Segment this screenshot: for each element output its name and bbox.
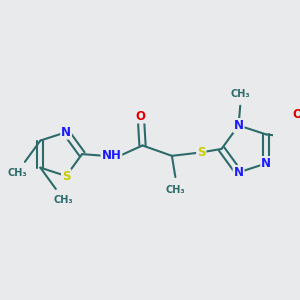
Text: O: O (136, 110, 146, 123)
Text: N: N (234, 119, 244, 132)
Text: CH₃: CH₃ (54, 195, 74, 205)
Text: CH₃: CH₃ (7, 167, 27, 178)
Text: N: N (234, 166, 244, 179)
Text: CH₃: CH₃ (230, 89, 250, 99)
Text: N: N (261, 157, 271, 170)
Text: O: O (292, 108, 300, 121)
Text: S: S (197, 146, 206, 159)
Text: S: S (62, 169, 70, 182)
Text: NH: NH (101, 149, 122, 162)
Text: CH₃: CH₃ (166, 185, 185, 195)
Text: N: N (61, 126, 71, 139)
